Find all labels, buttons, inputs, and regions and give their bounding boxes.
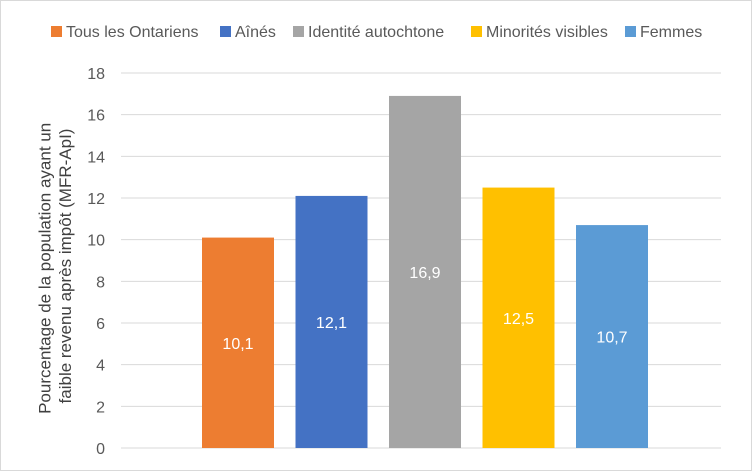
y-tick-label: 18: [87, 66, 105, 83]
y-tick-label: 10: [87, 233, 105, 250]
y-tick-label: 8: [96, 274, 105, 291]
data-label: 12,5: [503, 311, 534, 328]
legend-label: Tous les Ontariens: [66, 24, 199, 41]
y-tick-label: 6: [96, 316, 105, 333]
bar: [202, 237, 274, 448]
legend-item: Tous les Ontariens: [51, 24, 199, 41]
y-tick-label: 0: [96, 441, 105, 458]
legend-label: Minorités visibles: [486, 24, 608, 41]
bar: [389, 95, 461, 449]
y-axis-ticks: 0 2 4 6 8 10 12 14 16 18: [87, 66, 105, 458]
y-axis-label-line-1: Pourcentage de la population ayant un: [35, 123, 54, 414]
legend-label: Identité autochtone: [308, 24, 444, 41]
legend-swatch: [220, 26, 231, 37]
y-tick-label: 16: [87, 108, 105, 125]
legend-item: Minorités visibles: [471, 24, 608, 41]
y-axis-label-line-2: faible revenu après impôt (MFR-ApI): [56, 129, 75, 404]
legend-item: Femmes: [625, 24, 702, 41]
bars: [202, 95, 648, 449]
y-axis-label: Pourcentage de la population ayant un fa…: [35, 118, 74, 414]
bar: [576, 225, 648, 448]
legend-item: Identité autochtone: [293, 24, 444, 41]
data-label: 16,9: [409, 265, 440, 282]
legend-label: Aînés: [235, 24, 276, 41]
legend-swatch: [625, 26, 636, 37]
legend-label: Femmes: [640, 24, 702, 41]
legend-swatch: [471, 26, 482, 37]
data-label: 10,7: [596, 330, 627, 347]
data-label: 10,1: [222, 336, 253, 353]
legend-item: Aînés: [220, 24, 276, 41]
y-tick-label: 14: [87, 149, 105, 166]
y-tick-label: 12: [87, 191, 105, 208]
bar: [295, 195, 368, 448]
y-tick-label: 2: [96, 399, 105, 416]
data-labels: 10,1 12,1 16,9 12,5 10,7: [222, 265, 627, 353]
bar: [482, 187, 555, 449]
legend-swatch: [293, 26, 304, 37]
y-tick-label: 4: [96, 358, 105, 375]
data-label: 12,1: [316, 315, 347, 332]
legend: Tous les Ontariens Aînés Identité autochto…: [51, 24, 702, 41]
legend-swatch: [51, 26, 62, 37]
